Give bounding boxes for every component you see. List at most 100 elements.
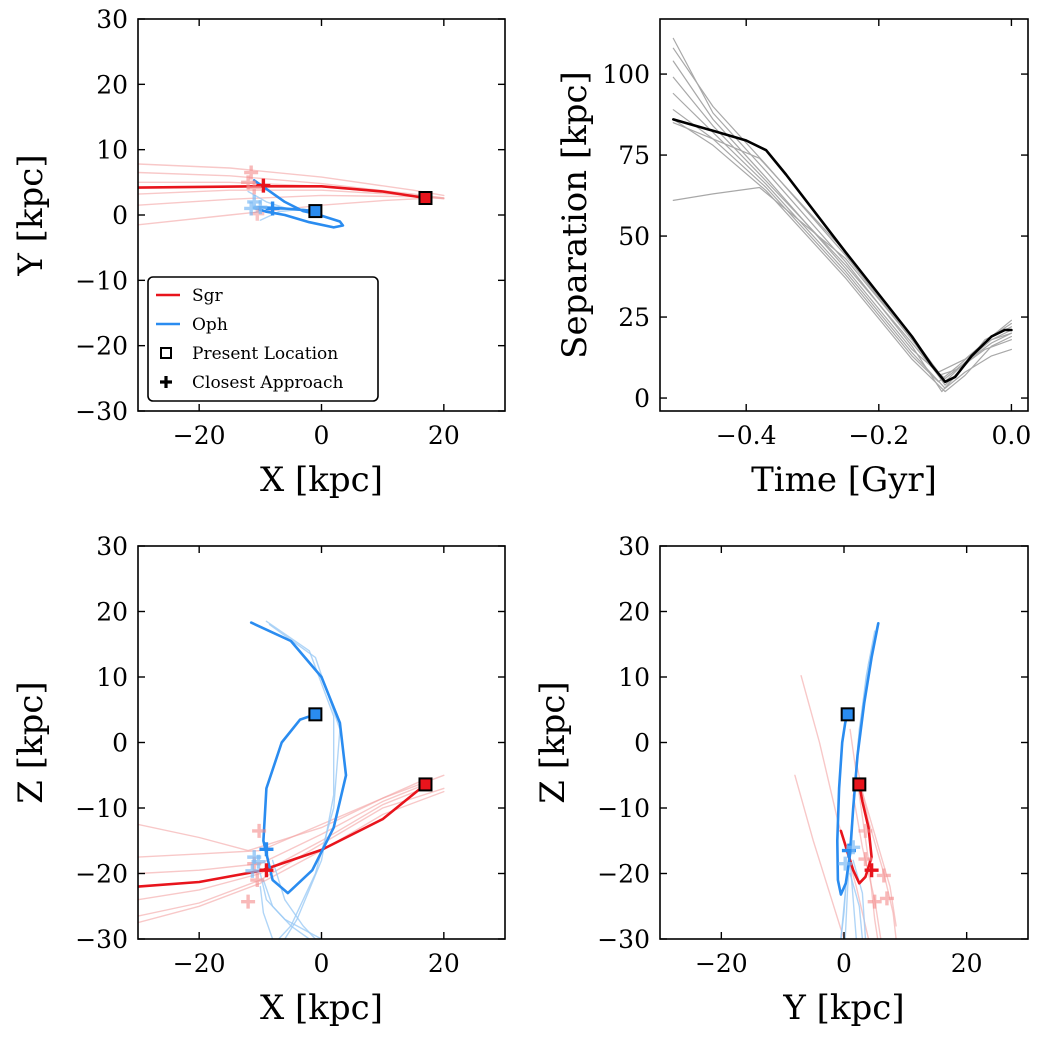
closest-approach-marker-3 (876, 868, 891, 883)
sep-samples-line-4 (672, 92, 1012, 389)
present-location-marker-sgr (852, 777, 867, 792)
y-tick-label: 10 (96, 663, 128, 692)
axes-frame-yz (659, 545, 1029, 940)
closest-approach-marker-0 (259, 863, 274, 878)
closest-approach-marker-0 (864, 863, 879, 878)
x-axis-label: X [kpc] (260, 460, 383, 500)
oph-samples-xz-line-1 (268, 623, 341, 939)
oph-main-yz-line (836, 622, 880, 896)
y-axis-label: Z [kpc] (11, 681, 51, 803)
x-tick-label: −20 (695, 949, 748, 978)
closest-approach-marker-0 (256, 178, 271, 193)
sgr-samples-yz-line-1 (794, 774, 845, 939)
y-tick-label: 25 (618, 303, 650, 332)
y-tick-label: 0 (634, 729, 650, 758)
y-tick-label: 75 (618, 141, 650, 170)
y-axis-label: Separation [kpc] (555, 71, 595, 359)
y-tick-label: −30 (75, 925, 128, 954)
plot-area-sep (672, 37, 1013, 393)
legend-label: Present Location (192, 344, 338, 364)
axes-frame-sep (659, 18, 1029, 412)
closest-approach-marker-5 (858, 823, 873, 838)
closest-approach-marker-4 (858, 852, 873, 867)
y-tick-label: 50 (618, 222, 650, 251)
legend-label: Oph (192, 315, 228, 335)
x-axis-label: Time [Gyr] (751, 460, 937, 500)
y-tick-label: 20 (96, 598, 128, 627)
sep-samples-line-5 (672, 109, 1012, 383)
oph-samples-xz-line-3 (262, 879, 310, 939)
sep-main-line (672, 118, 1013, 384)
panel-xy: −20 0 20 −30 −20 −10 0 10 20 30 X [kpc] Y [kpc] Sgr O… (11, 5, 506, 500)
oph-samples-yz-line-2 (849, 859, 857, 939)
sgr-main-xz-line (138, 783, 427, 888)
closest-approach-marker-4 (250, 873, 265, 888)
y-axis-label: Y [kpc] (11, 154, 51, 276)
sep-samples-line-2 (672, 60, 1012, 380)
legend-frame (147, 276, 379, 402)
panel-sep: −0.4 −0.2 0.0 0 25 50 75 100 Time [Gyr] Separatio… (555, 18, 1032, 500)
x-tick-label: −20 (173, 949, 226, 978)
sgr-samples-xz-line-1 (138, 781, 421, 858)
closest-approach-marker-2 (867, 894, 882, 909)
sep-samples-line-6 (672, 118, 1012, 393)
present-location-marker-oph (308, 707, 323, 722)
y-tick-label: −10 (597, 794, 650, 823)
sep-samples-line-8 (672, 186, 1012, 383)
sgr-samples-xz-line-0 (138, 774, 445, 852)
sgr-samples-yz-line-0 (800, 675, 870, 939)
closest-approach-marker-8 (244, 201, 259, 216)
closest-approach-marker-7 (245, 863, 260, 878)
oph-samples-yz-line-5 (852, 859, 867, 939)
axes-frame-xz (137, 545, 506, 940)
legend: Sgr Oph Present Location Closest Approach (147, 276, 379, 402)
oph-main-xz-line (249, 621, 348, 895)
sep-samples-line-3 (672, 76, 1012, 376)
closest-approach-marker-5 (259, 842, 274, 857)
y-tick-label: 20 (618, 598, 650, 627)
x-tick-label: 0 (836, 949, 852, 978)
y-tick-label: −30 (75, 397, 128, 426)
present-location-marker-oph (840, 707, 855, 722)
closest-approach-marker-3 (252, 823, 267, 838)
y-tick-label: 30 (96, 5, 128, 34)
oph-samples-yz-line-3 (849, 872, 864, 939)
sep-samples-line-1 (672, 47, 1012, 386)
legend-label: Closest Approach (192, 373, 343, 393)
y-tick-label: −20 (597, 860, 650, 889)
y-tick-label: −10 (75, 794, 128, 823)
closest-approach-marker-3 (247, 180, 262, 195)
closest-approach-marker-1 (241, 894, 256, 909)
x-tick-label: 0.0 (992, 421, 1032, 450)
y-tick-label: 0 (634, 384, 650, 413)
y-tick-label: 10 (96, 136, 128, 165)
panel-xz: −20 0 20 −30 −20 −10 0 10 20 30 X [kpc] Z [kpc] (11, 532, 506, 1028)
oph-samples-xz-line-4 (259, 885, 274, 939)
oph-samples-xz-line-0 (265, 620, 335, 939)
closest-approach-marker-8 (251, 854, 266, 869)
sgr-samples-yz-line-5 (852, 794, 882, 939)
sgr-samples-xz-line-3 (138, 784, 433, 901)
y-tick-label: −30 (597, 925, 650, 954)
legend-square-marker (160, 347, 172, 359)
closest-approach-marker-1 (244, 165, 259, 180)
y-tick-label: 0 (112, 201, 128, 230)
panel-yz: −20 0 20 −30 −20 −10 0 10 20 30 Y [kpc] Z [kpc] (533, 532, 1029, 1028)
sgr-main-line (138, 185, 427, 200)
closest-approach-marker-1 (879, 891, 894, 906)
y-tick-label: −20 (75, 860, 128, 889)
y-tick-label: 0 (112, 729, 128, 758)
closest-approach-marker-7 (838, 856, 853, 871)
y-tick-label: 30 (96, 532, 128, 561)
legend-label: Sgr (192, 286, 224, 306)
x-tick-label: 20 (428, 421, 460, 450)
sgr-samples-yz-line-4 (858, 781, 897, 927)
y-tick-label: 100 (602, 60, 650, 89)
closest-approach-marker-5 (265, 201, 280, 216)
y-tick-label: 20 (96, 70, 128, 99)
present-location-marker-sgr (418, 191, 433, 206)
sep-samples-line-0 (672, 37, 1012, 393)
x-tick-label: −0.4 (716, 421, 777, 450)
closest-approach-marker-8 (846, 840, 861, 855)
